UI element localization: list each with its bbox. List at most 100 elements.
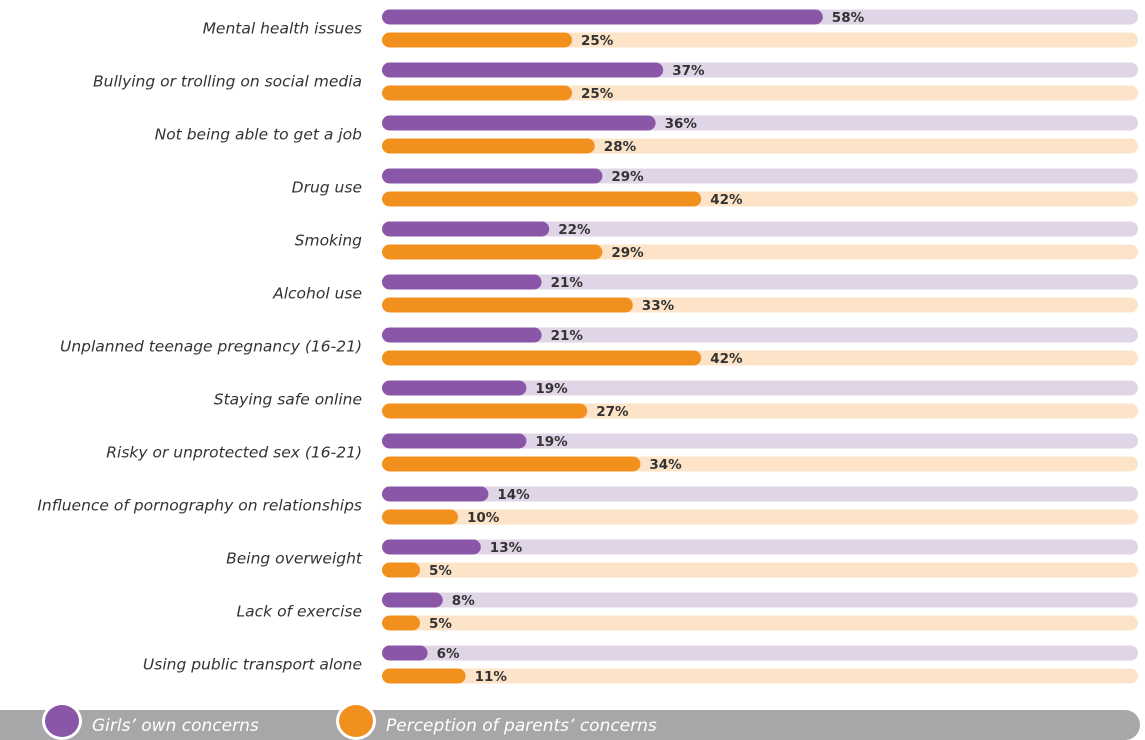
bar-track: [382, 562, 1138, 578]
bar-track: [382, 274, 1138, 290]
bar-track: [382, 615, 1138, 631]
bar-parents: [382, 297, 633, 313]
chart-row-not-being-able-to-get-a-job: Not being able to get a job 36% 28%: [155, 115, 1138, 155]
bar-girls: [382, 645, 428, 661]
value-label-girls: 14%: [497, 487, 530, 503]
bar-track: [382, 32, 1138, 48]
bar-girls: [382, 433, 527, 449]
category-label: Drug use: [292, 179, 362, 197]
value-label-parents: 5%: [429, 563, 452, 579]
bar-parents: [382, 191, 702, 207]
value-label-parents: 29%: [611, 245, 644, 261]
bar-parents: [382, 138, 595, 154]
value-label-girls: 37%: [672, 63, 705, 79]
bar-girls: [382, 486, 489, 502]
value-label-parents: 33%: [642, 298, 675, 314]
bar-girls: [382, 221, 550, 237]
legend-swatch-girls: [42, 702, 82, 740]
value-label-girls: 36%: [665, 116, 698, 132]
value-label-parents: 34%: [649, 457, 682, 473]
bar-track: [382, 668, 1138, 684]
bar-track: [382, 221, 1138, 237]
value-label-girls: 6%: [437, 646, 460, 662]
chart-row-being-overweight: Being overweight 13% 5%: [226, 539, 1138, 579]
category-label: Staying safe online: [214, 391, 362, 409]
chart-row-alcohol-use: Alcohol use 21% 33%: [272, 274, 1138, 314]
bar-track: [382, 327, 1138, 343]
bar-track: [382, 433, 1138, 449]
legend: Girls’ own concerns Perception of parent…: [0, 702, 1145, 740]
bar-girls: [382, 168, 603, 184]
chart-row-mental-health-issues: Mental health issues 58% 25%: [203, 9, 1138, 49]
category-label: Mental health issues: [203, 20, 362, 38]
value-label-girls: 29%: [611, 169, 644, 185]
value-label-parents: 25%: [581, 86, 614, 102]
legend-label-parents: Perception of parents’ concerns: [386, 716, 657, 736]
category-label: Bullying or trolling on social media: [93, 73, 362, 91]
value-label-girls: 21%: [551, 328, 584, 344]
category-label: Unplanned teenage pregnancy (16-21): [60, 338, 362, 356]
value-label-girls: 8%: [452, 593, 475, 609]
value-label-girls: 22%: [558, 222, 591, 238]
value-label-parents: 11%: [475, 669, 508, 685]
value-label-girls: 21%: [551, 275, 584, 291]
chart-row-drug-use: Drug use 29% 42%: [292, 168, 1138, 208]
category-label: Lack of exercise: [237, 603, 362, 621]
bar-girls: [382, 327, 542, 343]
bar-girls: [382, 274, 542, 290]
value-label-parents: 42%: [710, 351, 743, 367]
bar-girls: [382, 380, 527, 396]
chart-row-smoking: Smoking 22% 29%: [295, 221, 1138, 261]
chart-row-using-public-transport-alone: Using public transport alone 6% 11%: [143, 645, 1138, 685]
chart-row-influence-of-pornography-on-relationships: Influence of pornography on relationship…: [37, 486, 1138, 526]
legend-item-parents: Perception of parents’ concerns: [336, 702, 657, 740]
value-label-girls: 58%: [832, 10, 865, 26]
bar-parents: [382, 615, 420, 631]
value-label-parents: 27%: [596, 404, 629, 420]
legend-band: [0, 710, 1140, 740]
bar-track: [382, 539, 1138, 555]
bar-girls: [382, 9, 823, 25]
chart-row-lack-of-exercise: Lack of exercise 8%5%: [237, 592, 1138, 632]
bar-parents: [382, 403, 588, 419]
category-label: Alcohol use: [272, 285, 362, 303]
chart-row-risky-or-unprotected-sex-16-21: Risky or unprotected sex (16-21) 19% 34%: [106, 433, 1138, 473]
value-label-parents: 10%: [467, 510, 500, 526]
category-label: Using public transport alone: [143, 656, 362, 674]
value-label-parents: 25%: [581, 33, 614, 49]
value-label-girls: 19%: [535, 381, 568, 397]
category-label: Being overweight: [226, 550, 363, 568]
bar-parents: [382, 456, 641, 472]
chart-row-bullying-or-trolling-on-social-media: Bullying or trolling on social media 37% 2…: [93, 62, 1138, 102]
bar-track: [382, 645, 1138, 661]
bar-track: [382, 486, 1138, 502]
category-label: Smoking: [295, 232, 363, 250]
value-label-parents: 5%: [429, 616, 452, 632]
legend-label-girls: Girls’ own concerns: [92, 716, 259, 736]
category-label: Risky or unprotected sex (16-21): [106, 444, 362, 462]
bar-parents: [382, 32, 572, 48]
category-label: Influence of pornography on relationship…: [37, 497, 362, 515]
bar-parents: [382, 350, 702, 366]
chart-row-staying-safe-online: Staying safe online 19% 27%: [214, 380, 1138, 420]
bar-girls: [382, 62, 664, 78]
bar-track: [382, 380, 1138, 396]
category-label: Not being able to get a job: [155, 126, 363, 144]
value-label-parents: 42%: [710, 192, 743, 208]
value-label-girls: 13%: [490, 540, 523, 556]
bar-girls: [382, 592, 443, 608]
value-label-parents: 28%: [604, 139, 637, 155]
bar-parents: [382, 85, 572, 101]
bar-girls: [382, 539, 481, 555]
bar-girls: [382, 115, 656, 131]
legend-item-girls: Girls’ own concerns: [42, 702, 259, 740]
bar-parents: [382, 509, 458, 525]
chart-row-unplanned-teenage-pregnancy-16-21: Unplanned teenage pregnancy (16-21) 21% 42…: [60, 327, 1138, 367]
bar-parents: [382, 244, 603, 260]
bar-track: [382, 592, 1138, 608]
bar-parents: [382, 668, 466, 684]
legend-swatch-parents: [336, 702, 376, 740]
bar-track: [382, 85, 1138, 101]
